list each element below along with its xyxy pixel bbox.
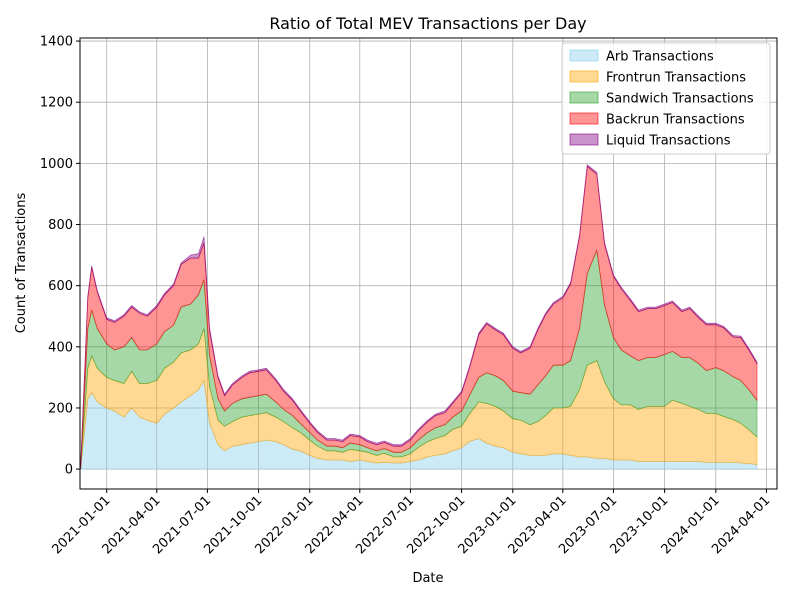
x-axis: 2021-01-012021-04-012021-07-012021-10-01… [49, 489, 773, 557]
y-tick-label: 1000 [40, 157, 73, 172]
y-tick-label: 400 [48, 340, 73, 355]
y-tick-label: 1200 [40, 96, 73, 111]
legend: Arb Transactions Frontrun Transactions San… [561, 42, 771, 155]
plot-frame [79, 37, 778, 490]
legend-swatch [569, 91, 599, 104]
legend-swatch [569, 49, 599, 62]
legend-label: Frontrun Transactions [606, 71, 746, 86]
y-tick-label: 800 [48, 218, 73, 233]
legend-label: Backrun Transactions [606, 113, 745, 128]
y-tick-label: 1400 [40, 35, 73, 50]
legend-label: Liquid Transactions [606, 134, 731, 149]
legend-swatch [569, 70, 599, 83]
x-axis-title: Date [412, 571, 443, 586]
legend-label: Sandwich Transactions [606, 92, 754, 107]
legend-box [561, 42, 771, 155]
y-axis: 0 200 400 600 800 1000 1200 1400 [40, 35, 80, 478]
grid [80, 38, 777, 489]
y-tick-label: 600 [48, 279, 73, 294]
y-tick-label: 200 [48, 401, 73, 416]
legend-swatch [569, 112, 599, 125]
y-tick-label: 0 [65, 463, 73, 478]
legend-swatch [569, 133, 599, 146]
area-series-4 [80, 164, 758, 470]
series-areas [80, 164, 758, 470]
chart-title: Ratio of Total MEV Transactions per Day [269, 14, 586, 33]
legend-label: Arb Transactions [606, 50, 714, 65]
y-axis-title: Count of Transactions [14, 193, 29, 334]
